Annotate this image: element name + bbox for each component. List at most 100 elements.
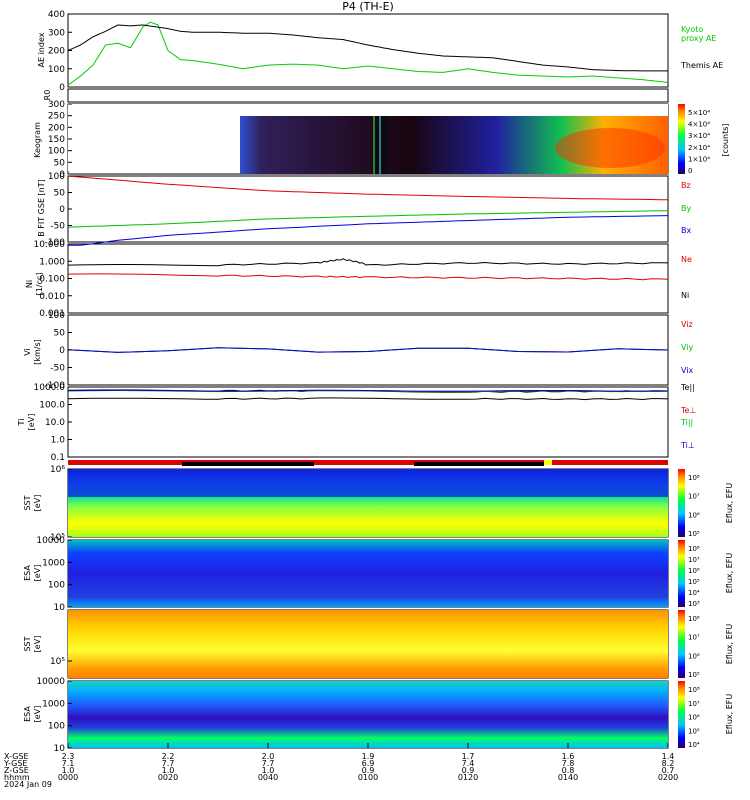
legend-ni: Ni <box>681 291 689 300</box>
legend-viy: Viy <box>681 343 694 352</box>
legend-bz: Bz <box>681 181 691 190</box>
ylabel-ti-2: [eV] <box>27 414 36 431</box>
legend-proxy-ae: proxy AE <box>681 34 716 43</box>
legend-by: By <box>681 204 691 213</box>
series-bx <box>68 215 669 246</box>
ylabel-vi-1: Vi <box>23 348 32 356</box>
xtick-label-t: 0040 <box>258 773 278 782</box>
xtick-label-x: 1.6 <box>562 752 575 761</box>
ytick-label: 100.0 <box>39 401 65 411</box>
ytick-label: 50 <box>54 158 66 168</box>
ylabel-sst-2: SST <box>23 636 32 651</box>
ytick-label: 100 <box>48 172 65 182</box>
series-ne <box>67 258 669 267</box>
cbar-tick-label: 10⁶ <box>688 511 700 519</box>
xtick-label-y: 7.4 <box>462 759 475 768</box>
ytick-label: 10⁵ <box>50 533 65 543</box>
ytick-label: 200 <box>48 123 65 133</box>
series-ti <box>67 397 669 401</box>
series-bz <box>67 175 669 201</box>
xtick-label-y: 7.1 <box>62 759 75 768</box>
xtick-label-t: 0200 <box>658 773 678 782</box>
cbar-tick-label: 10⁵ <box>688 671 700 679</box>
ytick-label: 0.010 <box>39 292 65 302</box>
xtick-label-x: 1.7 <box>462 752 475 761</box>
ytick-label: 300 <box>48 100 65 110</box>
series-layer <box>67 21 669 401</box>
xtick-label-z: 0.8 <box>562 766 575 775</box>
cbar-sst1-label: Eflux, EFU <box>725 483 734 524</box>
xtick-label-x: 1.4 <box>662 752 675 761</box>
legend-te-par: Te|| <box>680 383 695 392</box>
series-ti- <box>67 389 669 392</box>
ylabel-sst-1-unit: [eV] <box>33 495 42 512</box>
ylabel-ni-1: Ni <box>25 280 34 288</box>
series-ni <box>67 273 669 281</box>
legend-ti-perp: Ti⊥ <box>680 441 695 450</box>
ytick-label: 1.0 <box>51 436 66 446</box>
ytick-label: 100 <box>48 311 65 321</box>
cbar-tick-label: 1×10⁴ <box>688 155 710 163</box>
xtick-label-x: 1.9 <box>362 752 375 761</box>
xtick-label-z: 0.7 <box>662 766 675 775</box>
series-themis-ae <box>67 24 668 72</box>
ytick-label: 0 <box>59 346 65 356</box>
cbar-tick-label: 10⁵ <box>688 530 700 538</box>
xtick-label-z: 1.0 <box>262 766 275 775</box>
xaxis-row-label: Z-GSE <box>4 766 29 775</box>
cbar-tick-label: 4×10⁴ <box>688 121 710 129</box>
xtick-label-y: 6.9 <box>362 759 375 768</box>
cbar-tick-label: 2×10⁴ <box>688 144 710 152</box>
cbar-tick-label: 10⁵ <box>688 727 700 735</box>
ylabel-sst-2-unit: [eV] <box>33 636 42 653</box>
ytick-label: 0 <box>59 205 65 215</box>
ytick-label: 10⁶ <box>50 465 65 475</box>
ytick-label: 0.1 <box>51 453 65 463</box>
y-axis-labels: AE index R0 Keogram B FIT GSE [nT] Ni [1… <box>17 32 52 722</box>
cbar-tick-label: 10⁶ <box>688 652 700 660</box>
cbar-tick-label: 10⁵ <box>688 578 700 586</box>
ylabel-keogram: Keogram <box>33 122 42 158</box>
ytick-label: 10000 <box>36 536 65 546</box>
cbar-tick-label: 10⁶ <box>688 714 700 722</box>
legend-themis-ae: Themis AE <box>680 61 723 70</box>
cbar-tick-label: 5×10⁴ <box>688 109 710 117</box>
legend-bx: Bx <box>681 226 691 235</box>
cbar-tick-label: 3×10⁴ <box>688 132 710 140</box>
xaxis-row-label: Y-GSE <box>3 759 27 768</box>
ytick-label: 1.000 <box>39 257 65 267</box>
cbar-sst2-label: Eflux, EFU <box>725 624 734 665</box>
xtick-label-t: 0000 <box>58 773 78 782</box>
cbar-tick-label: 10⁴ <box>688 741 700 749</box>
xtick-label-y: 7.8 <box>562 759 575 768</box>
ylabel-bfit: B FIT GSE [nT] <box>37 179 46 237</box>
cbar-tick-label: 10⁶ <box>688 567 700 575</box>
xtick-label-x: 2.0 <box>262 752 275 761</box>
ylabel-esa-1: ESA <box>23 565 32 581</box>
ytick-label: 1000 <box>42 699 65 709</box>
xtick-label-z: 1.0 <box>162 766 175 775</box>
xtick-label-y: 8.2 <box>662 759 675 768</box>
cbar-tick-label: 10⁴ <box>688 589 700 597</box>
xaxis-row-label: hhmm <box>4 773 30 782</box>
ylabel-esa-2-unit: [eV] <box>33 706 42 723</box>
xaxis-row-label: 2024 Jan 09 <box>4 780 52 789</box>
ylabel-ti-1: Ti <box>17 419 26 427</box>
ytick-label: 0 <box>59 170 65 180</box>
xtick-label-t: 0100 <box>358 773 378 782</box>
cbar-tick-label: 10⁷ <box>688 634 700 642</box>
xtick-label-y: 7.7 <box>162 759 175 768</box>
ylabel-sst-1: SST <box>23 495 32 510</box>
ytick-label: -50 <box>50 222 65 232</box>
ytick-label: 10000 <box>36 677 65 687</box>
legend-ne: Ne <box>681 255 692 264</box>
ytick-label: 10 <box>54 603 66 613</box>
ylabel-r0: R0 <box>43 90 52 101</box>
cbar-esa1-label: Eflux, EFU <box>725 553 734 594</box>
ytick-label: 50 <box>54 329 66 339</box>
cbar-tick-label: 10⁸ <box>688 474 700 482</box>
cbar-tick-label: 10⁸ <box>688 686 700 694</box>
ytick-label: 10.000 <box>34 240 66 250</box>
